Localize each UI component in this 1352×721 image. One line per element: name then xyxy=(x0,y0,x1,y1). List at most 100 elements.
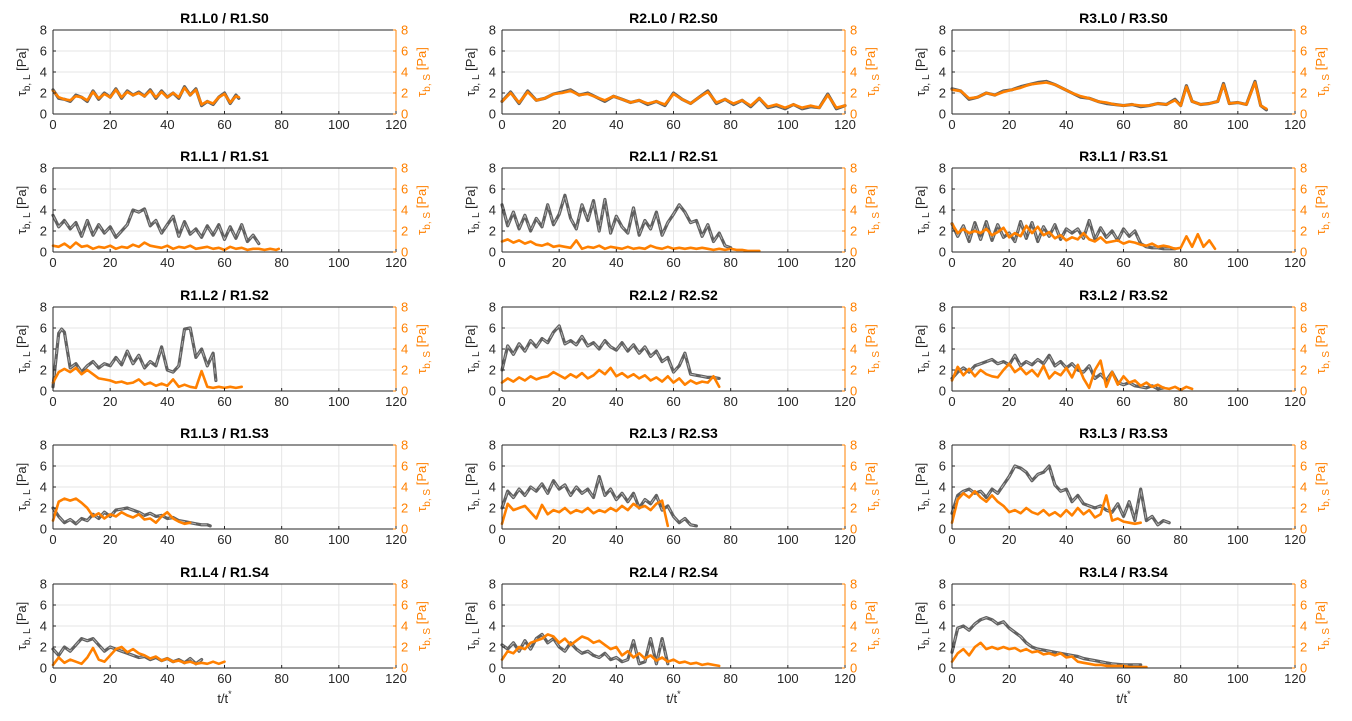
y-label-right-unit: [Pa] xyxy=(414,185,429,212)
x-label-text: t/t xyxy=(1116,691,1127,706)
x-tick-label: 40 xyxy=(160,255,174,270)
y-tick-label-left: 2 xyxy=(40,363,47,378)
x-axis-label: t/t* xyxy=(666,689,681,706)
y-label-right-sub: b, S xyxy=(422,351,433,369)
series-line-S xyxy=(51,86,241,106)
y-tick-label-left: 8 xyxy=(40,161,47,176)
x-tick-label: 60 xyxy=(666,255,680,270)
series-line-S xyxy=(51,241,281,252)
y-tick-label-left: 6 xyxy=(939,598,946,613)
y-axis-label-left: τb, L [Pa] xyxy=(913,602,932,651)
y-tick-label-left: 6 xyxy=(40,182,47,197)
y-tick-label-left: 4 xyxy=(489,480,496,495)
y-label-left-unit: [Pa] xyxy=(463,602,478,629)
y-tick-label-right: 6 xyxy=(401,44,408,59)
y-tick-label-right: 2 xyxy=(850,224,857,239)
x-tick-label: 20 xyxy=(552,671,566,686)
y-tick-label-right: 2 xyxy=(401,501,408,516)
x-tick-label: 100 xyxy=(1227,117,1249,132)
series-line-L-dash xyxy=(501,325,720,379)
x-tick-label: 60 xyxy=(666,532,680,547)
y-label-left-sub: b, L xyxy=(921,489,932,506)
y-label-left-symbol: τ xyxy=(14,90,29,96)
x-tick-label: 80 xyxy=(723,532,737,547)
y-tick-label-left: 8 xyxy=(939,577,946,592)
x-tick-label: 0 xyxy=(49,255,56,270)
series-line-L-dash xyxy=(951,617,1141,666)
y-label-left-sub: b, L xyxy=(921,628,932,645)
x-tick-label: 80 xyxy=(274,255,288,270)
x-tick-label: 0 xyxy=(498,671,505,686)
x-tick-label: 0 xyxy=(948,117,955,132)
y-tick-label-right: 4 xyxy=(401,65,408,80)
y-tick-label-right: 2 xyxy=(850,86,857,101)
y-tick-label-left: 4 xyxy=(939,342,946,357)
y-tick-label-left: 4 xyxy=(40,203,47,218)
y-label-right-sub: b, S xyxy=(422,489,433,507)
y-tick-label-right: 0 xyxy=(401,384,408,399)
x-tick-label: 100 xyxy=(777,117,799,132)
y-tick-label-left: 4 xyxy=(489,203,496,218)
x-label-sup: * xyxy=(228,689,232,699)
y-label-left-symbol: τ xyxy=(913,644,928,650)
y-tick-label-right: 0 xyxy=(850,107,857,122)
y-tick-label-right: 2 xyxy=(401,224,408,239)
y-label-left-sub: b, L xyxy=(471,74,482,91)
y-tick-label-left: 2 xyxy=(40,86,47,101)
y-label-right-sub: b, S xyxy=(871,489,882,507)
series-line-L xyxy=(51,207,261,246)
y-tick-label-right: 2 xyxy=(1300,86,1307,101)
y-label-right-unit: [Pa] xyxy=(863,185,878,212)
series-line-S xyxy=(950,222,1217,251)
y-tick-label-left: 8 xyxy=(939,438,946,453)
y-tick-label-left: 6 xyxy=(939,459,946,474)
y-label-right-symbol: τ xyxy=(1313,368,1328,374)
y-tick-label-right: 6 xyxy=(1300,598,1307,613)
y-label-right-sub: b, S xyxy=(1321,212,1332,230)
subplot-title: R3.L4 / R3.S4 xyxy=(1079,564,1168,580)
y-tick-label-left: 2 xyxy=(40,224,47,239)
y-label-left-sub: b, L xyxy=(471,489,482,506)
y-tick-label-left: 8 xyxy=(40,438,47,453)
y-label-right-sub: b, S xyxy=(422,74,433,92)
y-tick-label-left: 6 xyxy=(489,321,496,336)
x-tick-label: 40 xyxy=(1059,117,1073,132)
x-tick-label: 40 xyxy=(160,394,174,409)
x-tick-label: 120 xyxy=(834,394,856,409)
y-label-right-sub: b, S xyxy=(422,212,433,230)
y-tick-label-left: 0 xyxy=(40,384,47,399)
x-tick-label: 20 xyxy=(1002,394,1016,409)
y-tick-label-right: 2 xyxy=(1300,224,1307,239)
y-label-left-sub: b, L xyxy=(22,74,33,91)
x-tick-label: 60 xyxy=(217,532,231,547)
y-axis-label-left: τb, L [Pa] xyxy=(913,325,932,374)
x-tick-label: 120 xyxy=(1284,532,1306,547)
y-axis-label-left: τb, L [Pa] xyxy=(463,48,482,97)
y-label-left-unit: [Pa] xyxy=(913,602,928,629)
x-tick-label: 80 xyxy=(723,394,737,409)
y-axis-label-left: τb, L [Pa] xyxy=(14,463,33,512)
y-tick-label-right: 0 xyxy=(1300,245,1307,260)
y-tick-label-left: 4 xyxy=(939,65,946,80)
x-tick-label: 80 xyxy=(723,117,737,132)
y-label-right-symbol: τ xyxy=(414,91,429,97)
y-tick-label-right: 8 xyxy=(401,300,408,315)
y-axis-label-right: τb, S [Pa] xyxy=(414,324,433,374)
y-label-left-unit: [Pa] xyxy=(913,48,928,75)
y-label-left-unit: [Pa] xyxy=(913,463,928,490)
y-axis-label-right: τb, S [Pa] xyxy=(1313,47,1332,97)
y-tick-label-right: 8 xyxy=(850,300,857,315)
x-tick-label: 100 xyxy=(1227,255,1249,270)
y-tick-label-left: 4 xyxy=(40,342,47,357)
y-tick-label-right: 4 xyxy=(850,65,857,80)
x-tick-label: 80 xyxy=(1173,255,1187,270)
x-tick-label: 40 xyxy=(609,394,623,409)
y-label-right-symbol: τ xyxy=(863,645,878,651)
y-label-right-unit: [Pa] xyxy=(1313,47,1328,74)
y-tick-label-right: 4 xyxy=(401,342,408,357)
y-tick-label-left: 4 xyxy=(939,203,946,218)
y-tick-label-right: 4 xyxy=(401,480,408,495)
x-tick-label: 100 xyxy=(777,671,799,686)
y-tick-label-right: 6 xyxy=(401,321,408,336)
